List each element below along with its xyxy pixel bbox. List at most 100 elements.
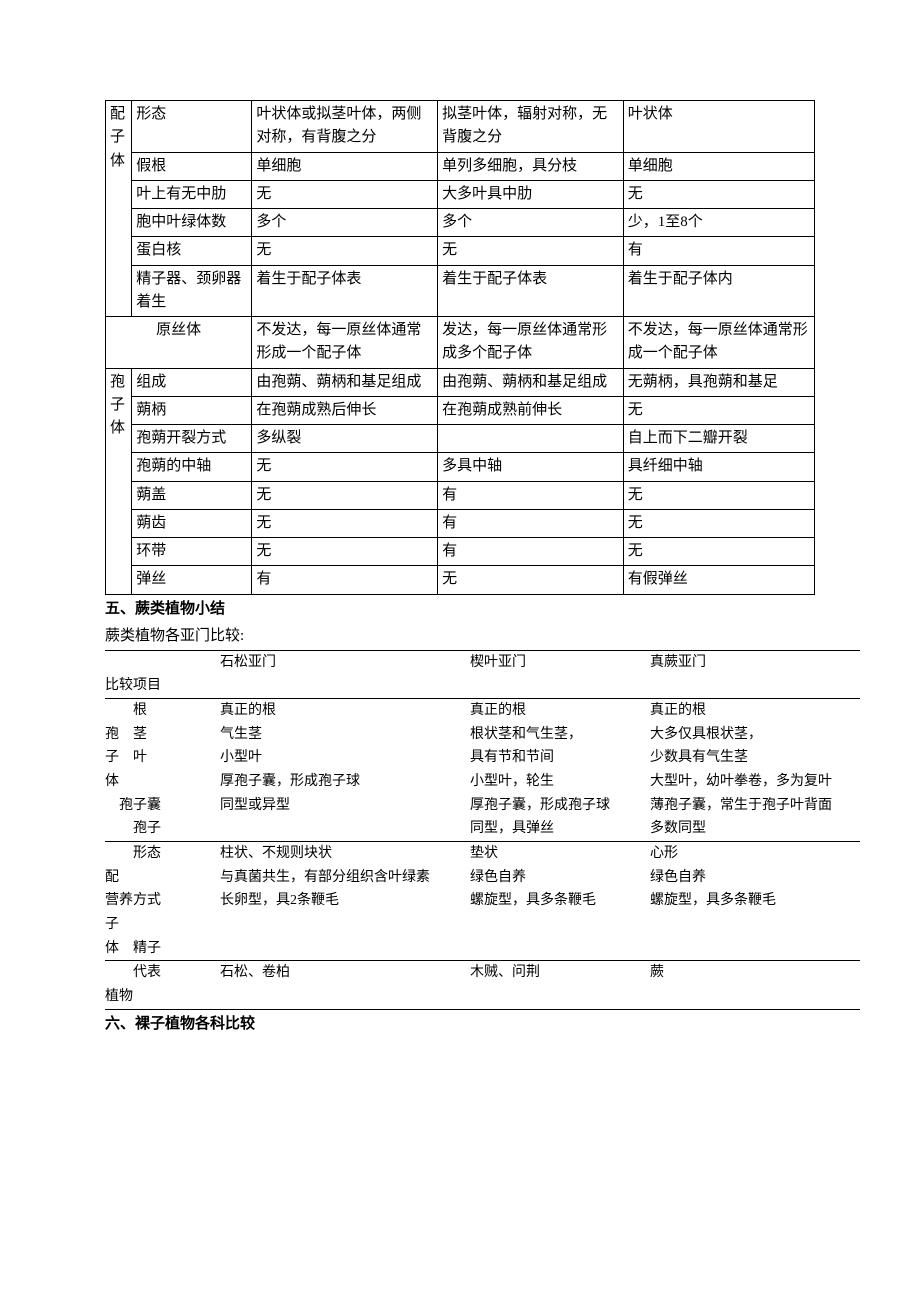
row-label: 子 叶 <box>105 746 220 770</box>
cell: 具有节和节间 <box>470 746 650 770</box>
row-label: 代表 <box>105 961 220 985</box>
header-cell <box>105 650 220 674</box>
cell: 着生于配子体表 <box>438 265 624 317</box>
table-row: 孢蒴的中轴 无 多具中轴 具纤细中轴 <box>106 453 815 481</box>
cell: 不发达，每一原丝体通常形成一个配子体 <box>623 317 814 369</box>
cell: 大多仅具根状茎， <box>650 723 860 747</box>
cell: 无 <box>252 509 438 537</box>
cell: 不发达，每一原丝体通常形成一个配子体 <box>252 317 438 369</box>
cell: 多数同型 <box>650 817 860 841</box>
row-label: 孢子囊 <box>105 794 220 818</box>
cell: 绿色自养 <box>470 866 650 890</box>
table-row: 弹丝 有 无 有假弹丝 <box>106 566 815 594</box>
cell: 具纤细中轴 <box>623 453 814 481</box>
row-label: 叶上有无中肋 <box>132 180 252 208</box>
table-row: 蒴柄 在孢蒴成熟后伸长 在孢蒴成熟前伸长 无 <box>106 396 815 424</box>
cell: 大多叶具中肋 <box>438 180 624 208</box>
table-row: 根 真正的根 真正的根 真正的根 <box>105 698 860 722</box>
cell: 根状茎和气生茎， <box>470 723 650 747</box>
cell: 多个 <box>438 209 624 237</box>
table-row: 代表 石松、卷柏 木贼、问荆 蕨 <box>105 961 860 985</box>
cell <box>650 913 860 937</box>
cell: 无 <box>623 538 814 566</box>
cell: 无 <box>623 396 814 424</box>
cell: 在孢蒴成熟前伸长 <box>438 396 624 424</box>
row-label: 孢蒴的中轴 <box>132 453 252 481</box>
cell: 少数具有气生茎 <box>650 746 860 770</box>
cell: 叶状体或拟茎叶体，两侧对称，有背腹之分 <box>252 101 438 153</box>
cell: 与真菌共生，有部分组织含叶绿素 <box>220 866 470 890</box>
cell <box>438 425 624 453</box>
cell: 有假弹丝 <box>623 566 814 594</box>
cell: 有 <box>252 566 438 594</box>
row-label: 弹丝 <box>132 566 252 594</box>
cell <box>650 985 860 1009</box>
table-row: 孢子囊 同型或异型 厚孢子囊，形成孢子球 薄孢子囊，常生于孢子叶背面 <box>105 794 860 818</box>
table-row: 胞中叶绿体数 多个 多个 少，1至8个 <box>106 209 815 237</box>
table-row: 营养方式 长卵型，具2条鞭毛 螺旋型，具多条鞭毛 螺旋型，具多条鞭毛 <box>105 889 860 913</box>
row-label: 蛋白核 <box>132 237 252 265</box>
row-label: 植物 <box>105 985 220 1009</box>
row-label: 体 <box>105 770 220 794</box>
row-label: 蒴盖 <box>132 481 252 509</box>
cell: 真正的根 <box>470 698 650 722</box>
cell <box>470 985 650 1009</box>
gametophyte-label: 配子体 <box>106 101 132 317</box>
table-row: 体 精子 <box>105 937 860 961</box>
row-label: 孢子 <box>105 817 220 841</box>
cell: 有 <box>438 538 624 566</box>
table-row: 植物 <box>105 985 860 1009</box>
row-label: 蒴柄 <box>132 396 252 424</box>
cell: 真正的根 <box>220 698 470 722</box>
table-row: 蒴齿 无 有 无 <box>106 509 815 537</box>
cell: 螺旋型，具多条鞭毛 <box>470 889 650 913</box>
protonema-label: 原丝体 <box>106 317 252 369</box>
cell: 有 <box>438 481 624 509</box>
row-label: 孢 茎 <box>105 723 220 747</box>
cell <box>470 913 650 937</box>
header-cell: 石松亚门 <box>220 650 470 674</box>
sporophyte-label: 孢子体 <box>106 368 132 594</box>
cell: 拟茎叶体，辐射对称，无背腹之分 <box>438 101 624 153</box>
cell: 无 <box>252 538 438 566</box>
row-label: 组成 <box>132 368 252 396</box>
cell: 气生茎 <box>220 723 470 747</box>
cell: 无 <box>252 237 438 265</box>
cell: 垫状 <box>470 842 650 866</box>
cell: 同型或异型 <box>220 794 470 818</box>
cell <box>220 913 470 937</box>
table-row: 蛋白核 无 无 有 <box>106 237 815 265</box>
table-row: 配子体 形态 叶状体或拟茎叶体，两侧对称，有背腹之分 拟茎叶体，辐射对称，无背腹… <box>106 101 815 153</box>
cell: 小型叶 <box>220 746 470 770</box>
cell: 小型叶，轮生 <box>470 770 650 794</box>
row-label: 孢蒴开裂方式 <box>132 425 252 453</box>
cell <box>220 817 470 841</box>
cell: 自上而下二瓣开裂 <box>623 425 814 453</box>
cell: 无 <box>623 481 814 509</box>
cell: 石松、卷柏 <box>220 961 470 985</box>
cell: 无 <box>252 453 438 481</box>
table-row: 孢子体 组成 由孢蒴、蒴柄和基足组成 由孢蒴、蒴柄和基足组成 无蒴柄，具孢蒴和基… <box>106 368 815 396</box>
cell: 有 <box>438 509 624 537</box>
cell: 无 <box>623 180 814 208</box>
cell: 蕨 <box>650 961 860 985</box>
row-label: 蒴齿 <box>132 509 252 537</box>
cell: 螺旋型，具多条鞭毛 <box>650 889 860 913</box>
cell: 无 <box>252 481 438 509</box>
table-header-row: 石松亚门 楔叶亚门 真蕨亚门 <box>105 650 860 674</box>
cell: 同型，具弹丝 <box>470 817 650 841</box>
cell: 单列多细胞，具分枝 <box>438 152 624 180</box>
bryophyte-comparison-table: 配子体 形态 叶状体或拟茎叶体，两侧对称，有背腹之分 拟茎叶体，辐射对称，无背腹… <box>105 100 815 595</box>
cell: 多个 <box>252 209 438 237</box>
cell <box>220 937 470 961</box>
table-row: 子 叶 小型叶 具有节和节间 少数具有气生茎 <box>105 746 860 770</box>
cell: 大型叶，幼叶拳卷，多为复叶 <box>650 770 860 794</box>
cell: 单细胞 <box>252 152 438 180</box>
cell: 厚孢子囊，形成孢子球 <box>470 794 650 818</box>
section-5-subheading: 蕨类植物各亚门比较: <box>105 624 815 650</box>
cell: 单细胞 <box>623 152 814 180</box>
table-row: 形态 柱状、不规则块状 垫状 心形 <box>105 842 860 866</box>
cell: 无 <box>623 509 814 537</box>
row-label: 形态 <box>105 842 220 866</box>
table-row: 孢子 同型，具弹丝 多数同型 <box>105 817 860 841</box>
